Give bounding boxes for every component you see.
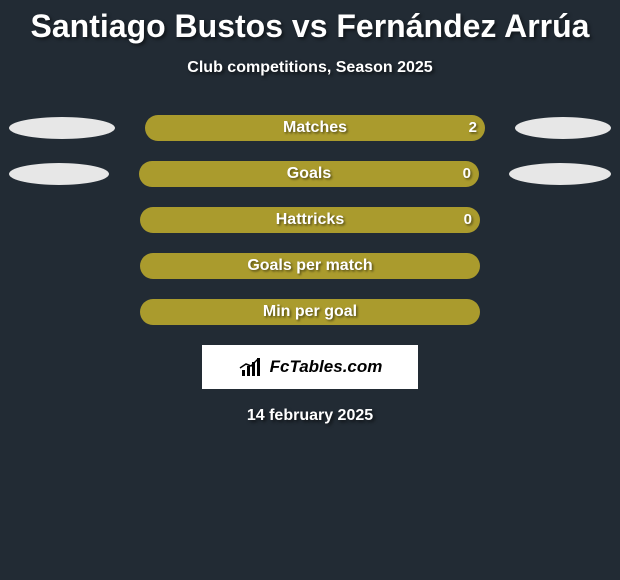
subtitle: Club competitions, Season 2025 (0, 59, 620, 77)
stat-label: Goals per match (140, 253, 480, 279)
right-ellipse (509, 163, 611, 185)
stat-bar: Matches2 (145, 115, 485, 141)
right-value: 0 (463, 161, 471, 187)
brand-badge: FcTables.com (202, 345, 418, 389)
right-value: 2 (469, 115, 477, 141)
stat-bar: Hattricks0 (140, 207, 480, 233)
page-title: Santiago Bustos vs Fernández Arrúa (0, 0, 620, 45)
brand-chart-icon (238, 356, 266, 378)
stat-label: Min per goal (140, 299, 480, 325)
stat-row: Goals per match (0, 253, 620, 279)
stat-label: Hattricks (140, 207, 480, 233)
stat-row: Matches2 (0, 115, 620, 141)
stat-label: Goals (139, 161, 479, 187)
right-value: 0 (464, 207, 472, 233)
stat-row: Goals0 (0, 161, 620, 187)
stat-row: Min per goal (0, 299, 620, 325)
date-label: 14 february 2025 (0, 407, 620, 425)
comparison-infographic: Santiago Bustos vs Fernández Arrúa Club … (0, 0, 620, 580)
stat-row: Hattricks0 (0, 207, 620, 233)
brand-text: FcTables.com (270, 357, 383, 377)
left-ellipse (9, 163, 109, 185)
left-ellipse (9, 117, 115, 139)
stat-bar: Goals0 (139, 161, 479, 187)
stat-bar: Min per goal (140, 299, 480, 325)
stat-bar: Goals per match (140, 253, 480, 279)
stat-label: Matches (145, 115, 485, 141)
right-ellipse (515, 117, 611, 139)
stat-rows: Matches2Goals0Hattricks0Goals per matchM… (0, 115, 620, 325)
